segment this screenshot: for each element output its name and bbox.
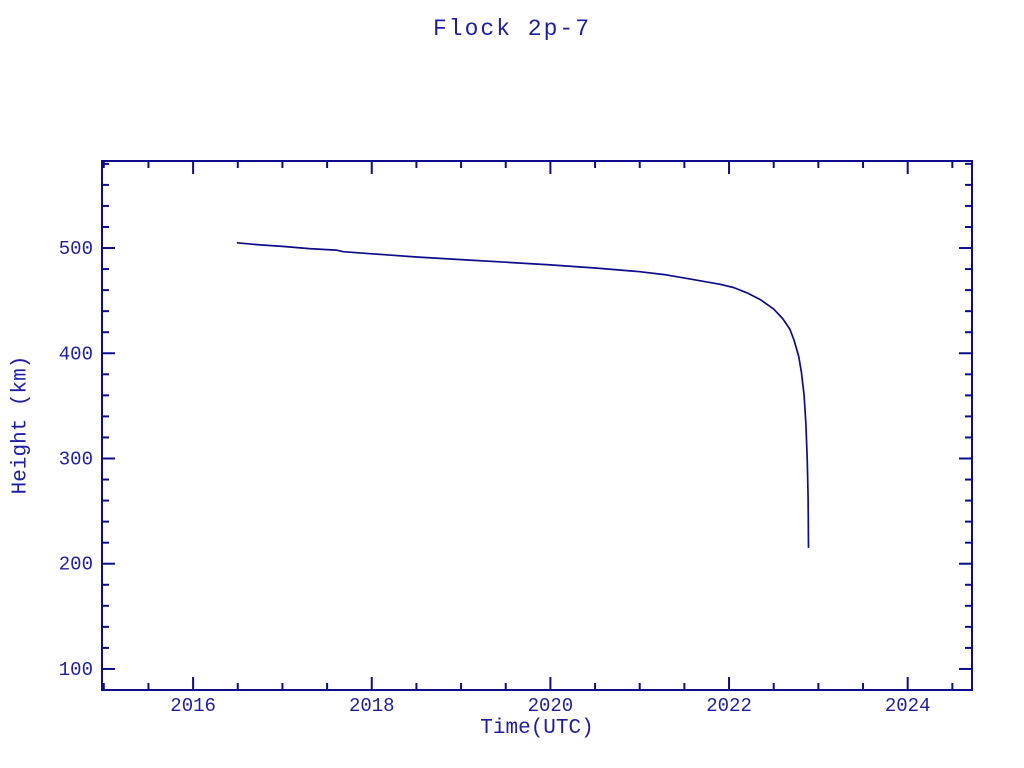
y-tick-label: 500 (59, 238, 93, 260)
x-tick-label: 2016 (170, 695, 216, 717)
y-tick-label: 300 (59, 448, 93, 470)
y-axis-label-text: Height (km) (9, 355, 33, 495)
x-tick-label: 2024 (885, 695, 931, 717)
y-tick-label: 400 (59, 343, 93, 365)
y-tick-label: 100 (59, 659, 93, 681)
x-tick-label: 2022 (706, 695, 752, 717)
height-curve (236, 241, 810, 548)
y-tick-label: 200 (59, 554, 93, 576)
x-axis-label: Time(UTC) (480, 717, 594, 740)
x-tick-label: 2020 (528, 695, 574, 717)
x-tick-label: 2018 (349, 695, 395, 717)
chart-title: Flock 2p-7 (432, 16, 592, 42)
axes-frame (101, 160, 973, 691)
